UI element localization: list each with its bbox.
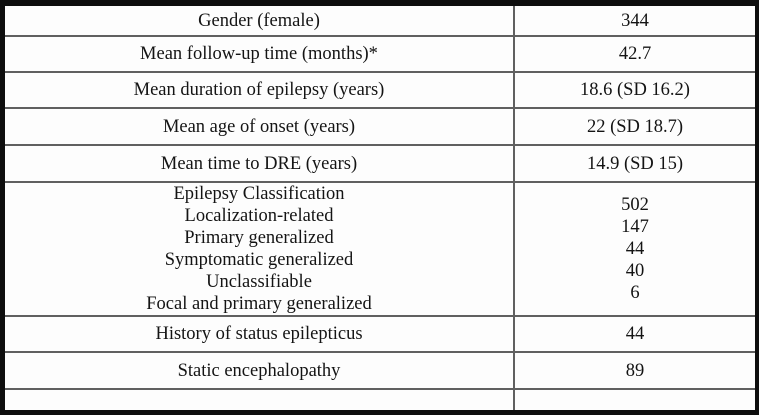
classification-value: 6 — [630, 283, 640, 303]
value-cell: 14.9 (SD 15) — [586, 153, 684, 174]
characteristic-cell: Mean follow-up time (months)* — [5, 37, 515, 71]
characteristic-cell: Mean time to DRE (years) — [5, 146, 515, 181]
classification-value: 147 — [621, 217, 649, 237]
table-row: Mean duration of epilepsy (years) 18.6 (… — [5, 73, 755, 109]
value-cell: 89 — [625, 360, 645, 381]
characteristic-cell: Epilepsy Classification Localization-rel… — [5, 183, 515, 315]
classification-item: Symptomatic generalized — [164, 250, 354, 270]
characteristic-cell: Gender (female) — [5, 6, 515, 35]
table-row: Mean time to DRE (years) 14.9 (SD 15) — [5, 146, 755, 183]
value-cell — [515, 390, 755, 410]
classification-value: 502 — [621, 195, 649, 215]
table-row-epilepsy-classification: Epilepsy Classification Localization-rel… — [5, 183, 755, 317]
table-row: Mean age of onset (years) 22 (SD 18.7) — [5, 109, 755, 146]
table-row: Static encephalopathy 89 — [5, 353, 755, 390]
classification-item: Primary generalized — [184, 228, 334, 248]
characteristic-cell: Static encephalopathy — [5, 353, 515, 388]
table-row: History of status epilepticus 44 — [5, 317, 755, 353]
characteristic-cell: Mean duration of epilepsy (years) — [5, 73, 515, 107]
classification-heading: Epilepsy Classification — [173, 184, 345, 204]
classification-value: 40 — [625, 261, 645, 281]
table-row-empty — [5, 390, 755, 410]
value-cell: 344 — [621, 10, 649, 31]
classification-item: Localization-related — [184, 206, 334, 226]
classification-item: Unclassifiable — [206, 272, 312, 292]
characteristic-cell: History of status epilepticus — [5, 317, 515, 351]
characteristic-cell — [5, 390, 515, 410]
classification-value: 44 — [625, 239, 645, 259]
value-cell: 502 147 44 40 6 — [515, 183, 755, 315]
characteristic-cell: Mean age of onset (years) — [5, 109, 515, 144]
value-cell: 22 (SD 18.7) — [586, 116, 684, 137]
value-cell: 18.6 (SD 16.2) — [580, 80, 690, 100]
classification-item: Focal and primary generalized — [146, 294, 372, 314]
value-cell: 42.7 — [618, 44, 652, 64]
table-row: Gender (female) 344 — [5, 6, 755, 37]
table-row: Mean follow-up time (months)* 42.7 — [5, 37, 755, 73]
value-cell: 44 — [625, 324, 645, 344]
